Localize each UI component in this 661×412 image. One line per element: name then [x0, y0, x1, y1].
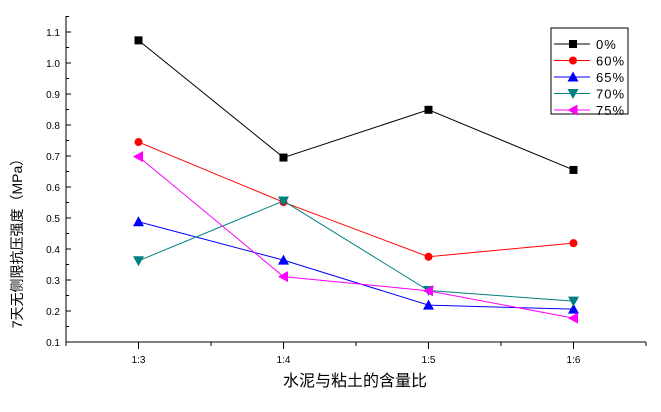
data-point: [133, 216, 144, 227]
series-line: [138, 156, 574, 319]
x-axis-label: 水泥与粘土的含量比: [283, 372, 427, 390]
data-point: [424, 252, 433, 261]
data-point: [569, 239, 578, 248]
legend-marker: [567, 104, 578, 116]
data-point: [278, 271, 288, 283]
legend-label: 0%: [596, 37, 617, 52]
legend-label: 70%: [596, 87, 625, 102]
data-point: [568, 303, 579, 314]
legend-label: 75%: [596, 103, 625, 118]
legend-marker: [567, 89, 579, 99]
series-line: [138, 200, 574, 302]
y-axis-label: 7天无侧限抗压强度（MPa）: [9, 152, 25, 329]
x-tick-label: 1:5: [422, 355, 436, 366]
x-tick-label: 1:6: [567, 355, 581, 366]
data-point: [133, 256, 144, 267]
y-tick-label: 1.0: [46, 59, 60, 70]
axes: 0.1 0.2 0.3 0.4 0.5 0.6 0.7 0.8 0.9 1.0 1.1 1:3 1:4 1…: [46, 16, 647, 366]
legend-marker: [569, 56, 577, 65]
legend-marker: [569, 40, 577, 48]
data-point: [278, 254, 289, 265]
series-65pct: [133, 216, 579, 314]
x-tick-label: 1:3: [132, 355, 146, 366]
legend-label: 60%: [596, 54, 625, 69]
data-point: [568, 312, 578, 324]
series-60pct: [134, 138, 578, 261]
data-point: [134, 138, 143, 147]
data-point: [423, 285, 433, 297]
legend-marker: [567, 71, 579, 82]
y-tick-label: 0.2: [46, 307, 60, 318]
data-point: [569, 165, 578, 174]
data-point: [423, 299, 434, 310]
legend-box: [550, 27, 629, 115]
y-tick-label: 0.3: [46, 276, 60, 287]
series-line: [138, 221, 574, 310]
series-line: [138, 141, 574, 258]
data-point: [568, 296, 579, 307]
y-tick-label: 0.9: [46, 90, 60, 101]
legend-label: 65%: [596, 70, 625, 85]
data-point: [134, 36, 143, 45]
data-point: [279, 153, 288, 162]
series-70pct: [133, 196, 579, 307]
series-75pct: [133, 151, 578, 324]
series-0pct: [134, 36, 578, 174]
y-tick-label: 0.1: [46, 338, 60, 349]
y-tick-label: 0.4: [46, 245, 60, 256]
data-point: [133, 151, 143, 163]
x-tick-label: 1:4: [277, 355, 291, 366]
data-point: [424, 105, 433, 114]
y-tick-label: 0.6: [46, 183, 60, 194]
series-line: [138, 39, 574, 171]
legend: 0% 60%65% 70%75%: [550, 27, 629, 118]
y-tick-label: 0.8: [46, 121, 60, 132]
series-layer: [133, 36, 579, 324]
data-point: [278, 196, 289, 207]
y-tick-label: 0.5: [46, 214, 60, 225]
y-tick-label: 1.1: [46, 28, 60, 39]
y-tick-label: 0.7: [46, 152, 60, 163]
